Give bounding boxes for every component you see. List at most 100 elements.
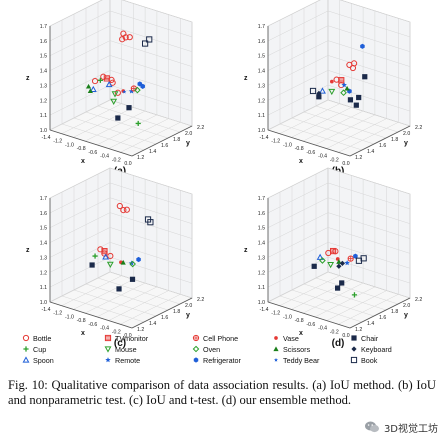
data-point-book [142, 40, 149, 47]
x-tick-label: -0.8 [77, 318, 86, 324]
legend-marker-bottle [22, 334, 30, 342]
y-tick-label: 2.2 [197, 297, 204, 303]
z-axis-label: z [26, 75, 30, 82]
data-point-bottle [97, 246, 104, 253]
legend-label: Remote [115, 356, 140, 365]
legend-label: Oven [203, 345, 220, 354]
y-axis-line [349, 297, 411, 329]
x-tick-label: 0.0 [124, 333, 131, 339]
y-tick-label: 2.2 [415, 297, 422, 303]
z-tick-label: 1.3 [258, 83, 265, 89]
z-tick-label: 1.2 [258, 98, 265, 104]
legend-item-remote: Remote [105, 356, 140, 365]
x-tick-label: -0.6 [88, 150, 97, 156]
data-point-chair [339, 280, 345, 286]
z-tick-label: 1.1 [258, 285, 265, 291]
x-tick-label: 0.0 [124, 161, 131, 167]
data-point-refrigerator [353, 253, 358, 259]
x-tick-label: -1.2 [53, 311, 62, 317]
subplot-label: (c) [114, 338, 126, 349]
legend-item-book: Book [350, 356, 378, 365]
data-point-cell-phone [347, 255, 354, 262]
data-point-book [309, 87, 317, 95]
x-tick-label: -1.2 [53, 139, 62, 145]
x-axis-line [267, 129, 351, 157]
data-point-spoon [89, 85, 97, 93]
data-point-tvmonitor [329, 247, 337, 255]
legend-label: Refrigerator [203, 356, 242, 365]
x-tick-label: -0.2 [330, 157, 339, 163]
y-axis-label: y [404, 312, 408, 319]
subplot-label: (d) [332, 338, 345, 349]
x-tick-label: -0.6 [306, 150, 315, 156]
subplot-a: -1.4-1.2-1.0-0.8-0.6-0.4-0.20.0 1.2 1.4 1.6… [26, 0, 204, 177]
legend-label: Book [361, 356, 378, 365]
x-tick-label: -1.2 [271, 311, 280, 317]
data-point-spoon [319, 87, 326, 94]
data-point-oven [134, 86, 141, 94]
x-tick-label: -1.4 [42, 307, 51, 313]
y-tick-label: 1.6 [379, 315, 386, 321]
data-point-bottle [114, 89, 121, 96]
z-tick-label: 1.3 [40, 83, 47, 89]
data-point-remote [128, 88, 135, 94]
data-point-bottle [126, 34, 133, 41]
y-tick-label: 1.6 [161, 143, 168, 149]
data-point-cup [351, 292, 358, 298]
subplot-c: -1.4-1.2-1.0-0.8-0.6-0.4-0.20.0 1.2 1.4 1.6… [26, 167, 204, 349]
figure-caption: Fig. 10: Qualitative comparison of data … [8, 378, 436, 407]
grid-lines [267, 167, 411, 329]
x-axis-label: x [299, 330, 303, 337]
y-axis-line [131, 125, 193, 157]
x-tick-label: -1.0 [65, 142, 74, 148]
x-axis-label: x [81, 158, 85, 165]
data-point-bottle [100, 73, 107, 80]
data-point-cup [92, 253, 98, 259]
legend-marker-teddy-bear [274, 357, 278, 362]
y-tick-label: 1.2 [355, 155, 362, 161]
x-tick-label: 0.0 [342, 333, 349, 339]
watermark: 3D视觉工坊 [318, 416, 438, 438]
y-tick-label: 1.6 [161, 315, 168, 321]
data-point-chair [356, 94, 362, 101]
z-tick-label: 1.4 [258, 69, 265, 75]
data-point-bottle [91, 77, 99, 85]
data-point-chair [353, 102, 359, 108]
y-axis-label: y [404, 140, 408, 147]
z-tick-label: 1.5 [258, 54, 265, 60]
z-tick-label: 1.3 [40, 255, 47, 261]
z-tick-label: 1.4 [258, 241, 265, 247]
data-point-tvmonitor [338, 77, 345, 84]
x-tick-label: -0.2 [112, 329, 121, 335]
z-tick-label: 1.7 [40, 196, 47, 202]
legend-marker-book [350, 356, 358, 364]
x-tick-label: -1.0 [65, 314, 74, 320]
z-tick-label: 1.2 [40, 98, 47, 104]
data-point-keyboard [336, 263, 342, 269]
legend-label: Bottle [33, 334, 51, 343]
data-point-spoon [105, 80, 113, 88]
data-point-chair [316, 94, 322, 100]
x-tick-label: -0.8 [77, 146, 86, 152]
x-tick-label: -0.8 [295, 146, 304, 152]
z-tick-label: 1.5 [40, 54, 47, 60]
data-point-cup [135, 120, 141, 127]
data-point-oven [129, 260, 136, 268]
data-point-tvmonitor [103, 75, 110, 82]
legend-item-spoon: Spoon [22, 356, 54, 365]
y-axis-label: y [186, 312, 190, 319]
z-tick-label: 1.7 [40, 24, 47, 30]
legend-label: Vase [283, 334, 299, 343]
y-axis-line [131, 297, 193, 329]
legend-label: Chair [361, 334, 379, 343]
x-tick-label: -0.8 [295, 318, 304, 324]
data-point-scissors [87, 88, 93, 94]
y-tick-label: 1.8 [173, 137, 180, 143]
x-tick-label: -0.6 [88, 322, 97, 328]
legend-marker-scissors [273, 346, 279, 352]
y-axis-label: y [186, 140, 190, 147]
x-tick-label: -1.2 [271, 139, 280, 145]
data-point-bottle [350, 60, 358, 67]
legend-item-bottle: Bottle [22, 334, 51, 343]
z-tick-label: 1.2 [258, 270, 265, 276]
